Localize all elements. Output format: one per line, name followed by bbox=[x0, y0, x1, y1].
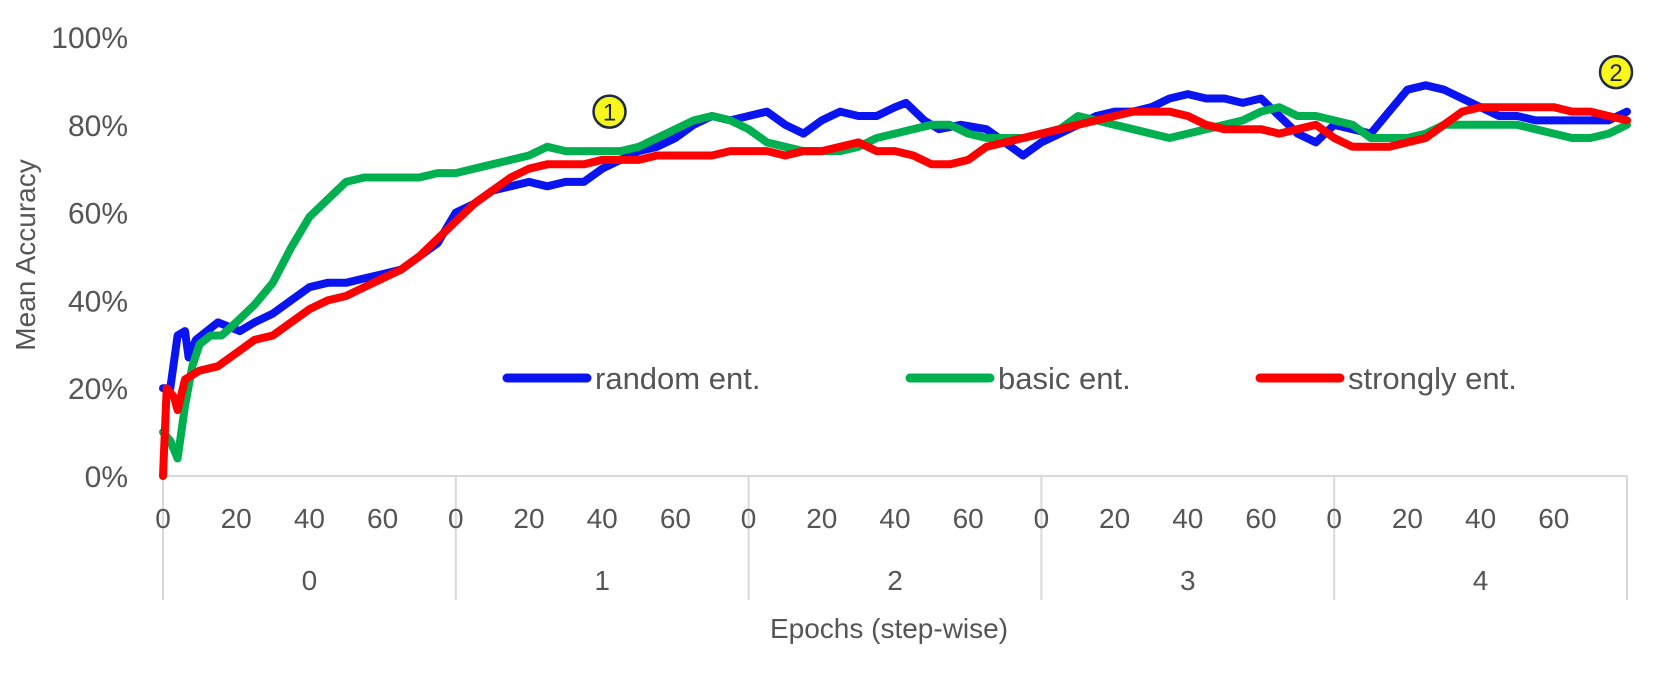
x-step-tick-label: 40 bbox=[294, 503, 325, 534]
x-step-tick-label: 40 bbox=[587, 503, 618, 534]
y-tick-label: 60% bbox=[68, 198, 128, 231]
legend-label: basic ent. bbox=[998, 361, 1131, 396]
y-tick-label: 80% bbox=[68, 110, 128, 143]
epoch-label: 0 bbox=[302, 565, 318, 596]
x-step-tick-label: 0 bbox=[741, 503, 757, 534]
epoch-label: 2 bbox=[887, 565, 903, 596]
epoch-label: 3 bbox=[1180, 565, 1196, 596]
legend-label: strongly ent. bbox=[1348, 361, 1517, 396]
series-layer bbox=[159, 81, 1631, 480]
x-step-tick-label: 60 bbox=[660, 503, 691, 534]
annotation-number: 1 bbox=[603, 100, 616, 127]
x-step-tick-label: 20 bbox=[513, 503, 544, 534]
y-tick-label: 40% bbox=[68, 285, 128, 318]
epoch-label: 1 bbox=[594, 565, 610, 596]
x-step-tick-label: 0 bbox=[1326, 503, 1342, 534]
series-line-strongly-ent bbox=[159, 103, 1631, 480]
x-axis-title: Epochs (step-wise) bbox=[770, 613, 1008, 644]
x-step-tick-label: 60 bbox=[367, 503, 398, 534]
x-step-tick-label: 60 bbox=[1245, 503, 1276, 534]
y-tick-labels: 0% 20% 40% 60% 80% 100% bbox=[51, 22, 128, 494]
annotation-marker bbox=[592, 94, 627, 129]
y-tick-label: 0% bbox=[85, 461, 128, 494]
annotation-markers: 12 bbox=[592, 54, 1634, 129]
x-step-tick-label: 60 bbox=[953, 503, 984, 534]
x-step-tick-label: 0 bbox=[448, 503, 464, 534]
x-step-tick-label: 40 bbox=[1465, 503, 1496, 534]
annotation-marker bbox=[1598, 54, 1634, 90]
x-step-tick-label: 20 bbox=[1392, 503, 1423, 534]
annotation-number: 2 bbox=[1609, 60, 1622, 87]
y-tick-label: 20% bbox=[68, 373, 128, 406]
x-step-tick-label: 60 bbox=[1538, 503, 1569, 534]
legend-label: random ent. bbox=[595, 361, 760, 396]
x-step-tick-label: 0 bbox=[155, 503, 171, 534]
y-axis-title: Mean Accuracy bbox=[10, 159, 41, 350]
grid-layer bbox=[162, 475, 1628, 600]
x-step-tick-label: 40 bbox=[879, 503, 910, 534]
legend: random ent. basic ent. strongly ent. bbox=[502, 361, 1517, 396]
y-tick-label: 100% bbox=[51, 22, 128, 55]
epoch-label: 4 bbox=[1473, 565, 1489, 596]
x-step-tick-label: 40 bbox=[1172, 503, 1203, 534]
x-step-tick-label: 20 bbox=[806, 503, 837, 534]
x-step-tick-label: 0 bbox=[1034, 503, 1050, 534]
x-step-tick-label: 20 bbox=[221, 503, 252, 534]
x-step-tick-label: 20 bbox=[1099, 503, 1130, 534]
